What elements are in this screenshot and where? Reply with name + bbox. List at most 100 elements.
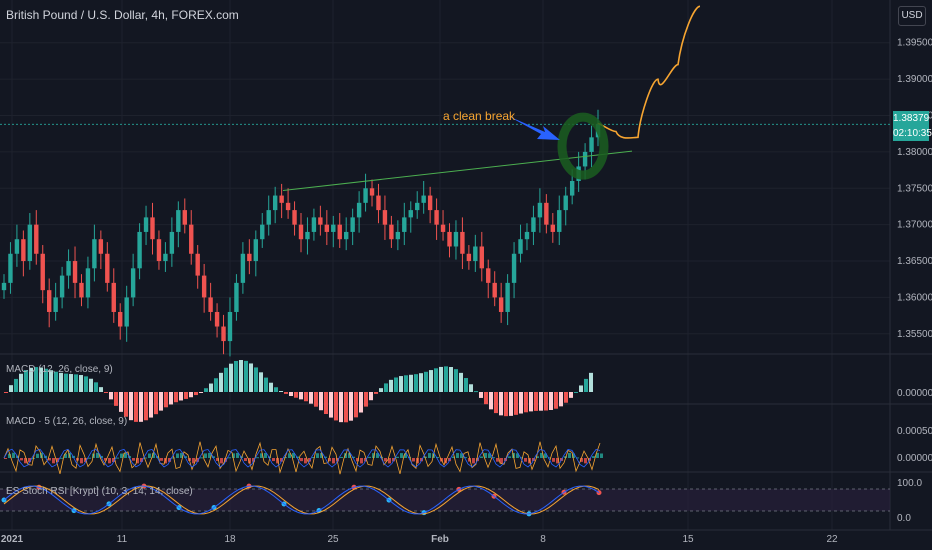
macd2-hist-bar — [312, 457, 315, 459]
macd2-hist-bar — [136, 458, 139, 464]
candle-body — [569, 181, 575, 196]
time-axis-tick: 2021 — [1, 534, 24, 545]
macd1-hist-bar — [444, 366, 448, 392]
macd2-hist-bar — [300, 458, 303, 462]
macd1-hist-bar — [359, 392, 363, 413]
macd2-hist-bar — [64, 453, 67, 458]
time-axis-tick: 25 — [327, 534, 339, 545]
candle-body — [318, 217, 323, 225]
candle-body — [563, 195, 568, 211]
macd2-hist-bar — [468, 458, 471, 462]
candle-body — [427, 195, 433, 211]
macd1-hist-bar — [549, 392, 553, 410]
candle-body — [550, 224, 556, 232]
macd2-hist-bar — [264, 452, 267, 458]
candle-body — [124, 297, 129, 327]
macd1-hist-bar — [434, 368, 438, 392]
macd1-hist-bar — [164, 392, 168, 408]
macd1-hist-bar — [124, 392, 128, 417]
macd2-hist-bar — [400, 453, 403, 458]
macd1-hist-bar — [389, 379, 393, 392]
macd1-hist-bar — [249, 363, 253, 392]
candle-body — [21, 239, 26, 262]
macd2-hist-bar — [4, 458, 7, 459]
candle-body — [137, 231, 142, 269]
candle-body — [460, 231, 465, 254]
arrow-icon — [508, 116, 560, 140]
macd1-hist-bar — [459, 372, 463, 392]
macd2-hist-bar — [176, 453, 179, 458]
macd2-hist-bar — [120, 453, 123, 458]
macd2-hist-bar — [108, 458, 111, 464]
candle-body — [343, 231, 349, 240]
macd1-hist-bar — [274, 387, 278, 392]
macd2-hist-bar — [492, 457, 495, 459]
candle-body — [337, 224, 342, 240]
macd1-hist-bar — [424, 371, 428, 392]
macd2-hist-bar — [524, 458, 527, 462]
price-axis-tick: 1.38000 — [897, 147, 932, 158]
macd2-hist-bar — [572, 453, 575, 458]
macd2-hist-bar — [360, 458, 363, 464]
macd2-hist-bar — [168, 458, 171, 462]
macd1-hist-bar — [294, 392, 298, 398]
countdown-tag: 02:10:35 — [893, 126, 932, 141]
macd1-hist-bar — [534, 392, 538, 411]
stoch-axis-tick: 0.0 — [897, 513, 911, 524]
price-axis-tick: 1.37500 — [897, 183, 932, 194]
macd2-hist-bar — [388, 458, 391, 464]
candle-body — [492, 282, 497, 298]
macd2-hist-bar — [516, 453, 519, 458]
macd2-hist-bar — [200, 457, 203, 459]
macd2-hist-bar — [252, 458, 255, 462]
macd2-hist-bar — [152, 452, 155, 458]
macd2-hist-bar — [88, 457, 91, 459]
macd2-hist-bar — [116, 457, 119, 459]
macd2-hist-bar — [420, 458, 423, 462]
macd1-hist-bar — [69, 374, 73, 392]
candle-body — [247, 253, 252, 262]
macd2-hist-bar — [292, 453, 295, 458]
macd1-hist-bar — [584, 378, 588, 392]
macd1-hist-bar — [74, 374, 78, 392]
macd1-hist-bar — [579, 385, 583, 392]
macd1-label: MACD (12, 26, close, 9) — [6, 364, 113, 375]
candle-body — [531, 217, 536, 232]
candle-body — [408, 210, 413, 218]
macd1-hist-bar — [34, 367, 38, 392]
candle-body — [557, 210, 562, 232]
candle-body — [279, 195, 284, 203]
macd1-hist-bar — [529, 392, 533, 412]
candle-body — [486, 268, 491, 283]
macd2-hist-bar — [472, 458, 475, 464]
macd1-hist-bar — [219, 372, 223, 392]
macd1-hist-bar — [154, 392, 158, 415]
macd2-hist-bar — [148, 453, 151, 458]
currency-button[interactable]: USD — [898, 6, 926, 26]
macd1-axis-tick: 0.00000 — [897, 388, 932, 399]
macd2-hist-bar — [288, 453, 291, 458]
macd1-hist-bar — [284, 392, 288, 394]
macd2-hist-bar — [112, 458, 115, 462]
macd2-hist-bar — [332, 458, 335, 464]
macd2-hist-bar — [160, 458, 163, 461]
macd2-hist-bar — [140, 458, 143, 462]
time-axis-tick: 22 — [826, 534, 838, 545]
candle-body — [221, 326, 226, 342]
macd2-hist-bar — [36, 453, 39, 458]
candle-body — [201, 275, 207, 298]
symbol-title[interactable]: British Pound / U.S. Dollar, 4h, FOREX.c… — [6, 8, 239, 22]
candle-body — [156, 239, 162, 262]
macd2-hist-bar — [596, 452, 599, 458]
candle-body — [415, 202, 420, 211]
macd2-hist-bar — [276, 458, 279, 464]
macd2-hist-bar — [280, 458, 283, 462]
macd1-hist-bar — [449, 367, 453, 392]
candle-body — [544, 202, 549, 225]
macd2-hist-bar — [256, 457, 259, 459]
macd1-hist-bar — [149, 392, 153, 418]
macd1-hist-bar — [474, 391, 478, 393]
price-axis-tick: 1.39000 — [897, 74, 932, 85]
price-axis-tick: 1.36000 — [897, 292, 932, 303]
